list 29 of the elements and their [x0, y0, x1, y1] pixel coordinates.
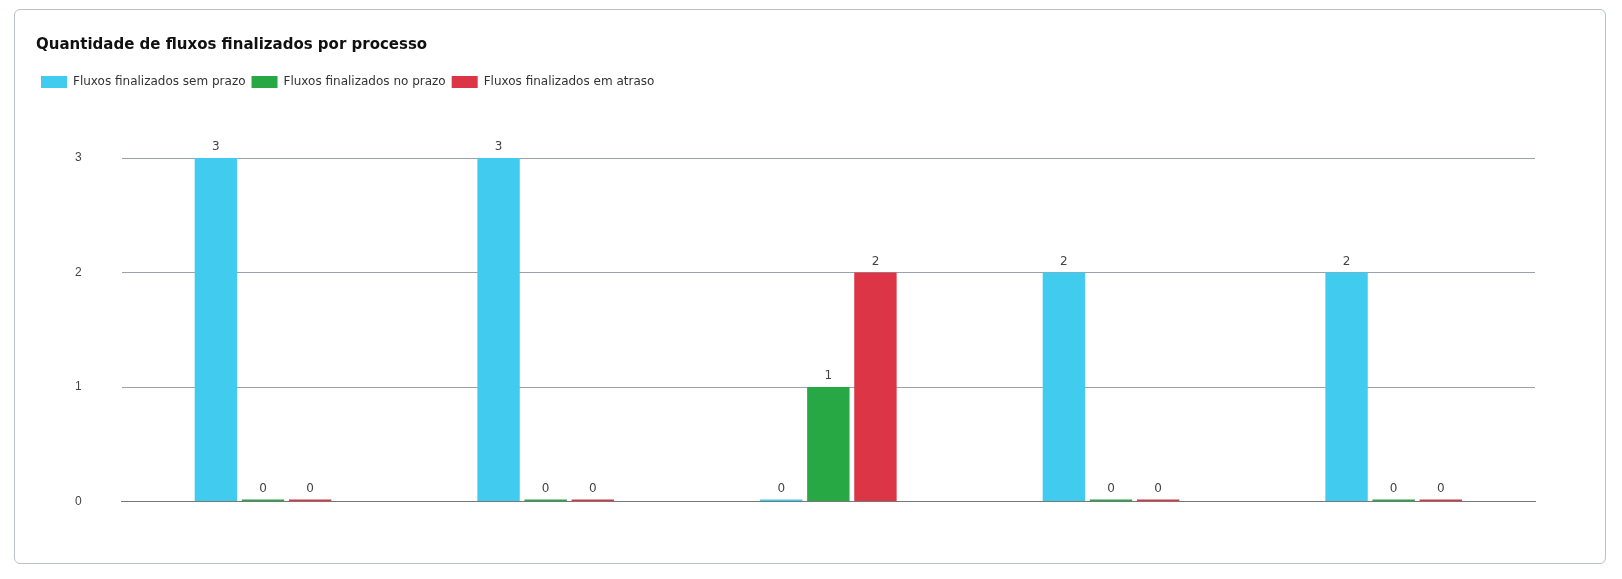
- y-tick-label: 3: [74, 150, 82, 165]
- data-label: 0: [588, 480, 597, 495]
- data-label: 2: [1060, 253, 1068, 268]
- data-label: 0: [259, 480, 267, 495]
- data-label: 0: [541, 480, 550, 495]
- data-label: 1: [824, 368, 833, 383]
- y-tick-label: 2: [74, 264, 82, 279]
- data-label: 3: [212, 139, 220, 154]
- data-label: 0: [1107, 480, 1115, 495]
- legend-label: Fluxos finalizados no prazo: [283, 74, 446, 89]
- bar: [1325, 272, 1368, 502]
- data-label: 0: [1154, 480, 1162, 495]
- data-label: 2: [1342, 253, 1351, 268]
- bar: [807, 387, 850, 502]
- legend-label: Fluxos finalizados em atraso: [483, 74, 655, 89]
- data-label: 0: [1436, 480, 1445, 495]
- data-label: 3: [494, 139, 503, 154]
- bar: [477, 158, 520, 502]
- data-label: 0: [306, 480, 314, 495]
- y-tick-label: 1: [74, 379, 82, 394]
- legend-label: Fluxos finalizados sem prazo: [73, 74, 246, 89]
- data-label: 0: [777, 480, 786, 495]
- y-tick-label: 0: [74, 493, 82, 508]
- data-label: 0: [1389, 480, 1398, 495]
- data-label: 2: [871, 253, 880, 268]
- bar: [194, 158, 238, 502]
- bar: [1042, 272, 1086, 502]
- chart-title: Quantidade de fluxos finalizados por processo: [36, 35, 428, 53]
- bar: [854, 272, 897, 502]
